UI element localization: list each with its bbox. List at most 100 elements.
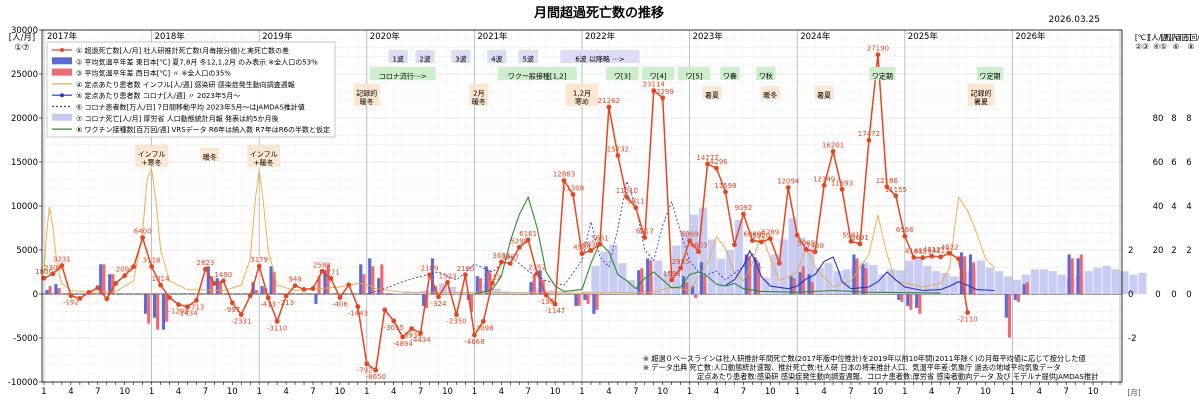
right-axis-label: [百万回/週]: [1172, 33, 1199, 42]
east-temp-bar: [897, 294, 901, 300]
annotation-label: +暖冬: [254, 158, 274, 167]
excess-point: [454, 312, 459, 318]
influenza-line: [43, 167, 995, 294]
west-temp-bar: [380, 264, 384, 294]
vaccine-tag: ワ秋: [759, 72, 773, 81]
excess-data-label: 1771: [322, 268, 340, 276]
vaccine-tag-bg: [606, 67, 639, 80]
excess-data-label: 4160: [905, 247, 923, 255]
west-temp-bar: [1079, 254, 1083, 294]
annotation-label-bg: [565, 84, 599, 106]
annotation-label: 記録的: [356, 89, 377, 98]
year-label: 2022年: [585, 31, 616, 42]
vaccine-tag-bg: [720, 67, 740, 80]
legend-swatch: [60, 48, 64, 52]
right-tick-label: 0: [1171, 290, 1176, 300]
excess-point: [705, 161, 710, 167]
covid-death-bar: [932, 271, 941, 294]
legend-swatch: [52, 113, 72, 121]
excess-point: [436, 294, 441, 300]
x-tick-label: 7: [848, 387, 853, 397]
excess-data-label: 3467: [501, 253, 519, 261]
annotation-label-bg: [968, 84, 994, 106]
right-axis-label: ⑧: [1188, 42, 1195, 51]
excess-data-label: 12094: [777, 178, 800, 186]
annotation-label-bg: [814, 86, 834, 99]
east-temp-bar: [161, 294, 166, 330]
excess-point: [328, 276, 334, 281]
annotation-label-bg: [200, 148, 220, 161]
excess-data-label: -3055: [384, 324, 404, 332]
excess-point: [220, 278, 226, 284]
covid-patients-line: [725, 249, 995, 292]
wave-tag: 1波: [392, 55, 403, 64]
east-temp-bar: [45, 290, 49, 294]
excess-point: [95, 285, 101, 291]
excess-point: [489, 280, 495, 286]
covid-death-bar: [1111, 269, 1120, 294]
x-tick-label: 7: [418, 387, 423, 397]
west-temp-bar: [694, 294, 698, 298]
x-tick-label: 4: [391, 387, 396, 397]
vaccine-line: [474, 195, 941, 295]
excess-point: [167, 295, 172, 300]
covid-death-bar: [1084, 271, 1093, 294]
west-temp-bar: [326, 264, 330, 294]
axes: -10000-500005000100001500020000250003000…: [8, 26, 1199, 397]
x-tick-label: 4: [714, 387, 719, 397]
east-temp-bar: [323, 270, 327, 294]
annotation-label: 1,2月: [573, 90, 591, 98]
covid-death-bar: [941, 272, 950, 294]
excess-point: [570, 192, 576, 197]
chart-date: 2026.03.25: [1048, 15, 1100, 25]
excess-point: [776, 260, 782, 266]
excess-data-label: -3110: [267, 324, 287, 332]
covid-death-bar: [842, 269, 851, 294]
covid-death-bar: [1120, 271, 1129, 294]
excess-data-label: 1490: [214, 271, 232, 279]
east-temp-bar: [1004, 294, 1008, 318]
excess-point: [310, 286, 316, 291]
excess-data-label: 12186: [876, 177, 899, 185]
east-temp-bar: [592, 294, 596, 314]
vaccine-tag: ワ定期: [979, 72, 1000, 81]
excess-data-label: 2823: [196, 259, 214, 267]
east-temp-bar: [215, 278, 219, 294]
right-tick-label: 40: [1153, 202, 1164, 212]
excess-data-label: 6161: [519, 230, 537, 238]
excess-data-label: 6417: [636, 228, 654, 236]
excess-point: [633, 205, 639, 211]
excess-point: [86, 290, 92, 295]
annotation-label-bg: [702, 86, 722, 99]
covid-death-bar: [1129, 274, 1138, 294]
excess-point: [176, 302, 181, 307]
y-axis-label: ①⑦: [14, 43, 29, 53]
excess-data-label: -324: [431, 300, 447, 308]
covid-death-bar: [1012, 279, 1021, 294]
excess-data-label: 4211: [932, 247, 950, 255]
excess-data-label: -997: [224, 306, 240, 314]
west-temp-bar: [272, 272, 276, 294]
excess-point: [525, 237, 531, 243]
excess-point: [77, 296, 83, 301]
excess-point: [41, 275, 47, 281]
excess-point: [373, 367, 379, 373]
east-temp-bar: [1022, 284, 1026, 294]
west-temp-bar: [864, 268, 868, 294]
excess-point: [238, 312, 244, 317]
excess-point: [749, 238, 755, 243]
legend-entry: ⑥ コロナ患者数[万人/日] 7日間移動平均 2023年5月～はJAMDAS推計…: [76, 103, 305, 112]
annotation-label: インフル: [250, 151, 278, 159]
excess-point: [140, 235, 146, 241]
excess-point: [400, 334, 406, 340]
excess-point: [149, 264, 155, 269]
west-temp-bar: [1070, 258, 1074, 294]
excess-data-label: 11010: [616, 187, 638, 195]
covid-death-bar: [976, 260, 986, 294]
excess-data-label: 1323: [439, 272, 457, 280]
annotation-label: 暖冬: [763, 91, 777, 100]
excess-data-label: 12349: [813, 175, 835, 183]
y-tick-label: -5000: [13, 334, 38, 344]
right-axis-label: [万人/日]: [1161, 33, 1192, 42]
legend: ① 超過死亡数[人/月] 社人研推計死亡数(月毎按分値)と実死亡数の差 ② 平均気…: [46, 41, 336, 138]
